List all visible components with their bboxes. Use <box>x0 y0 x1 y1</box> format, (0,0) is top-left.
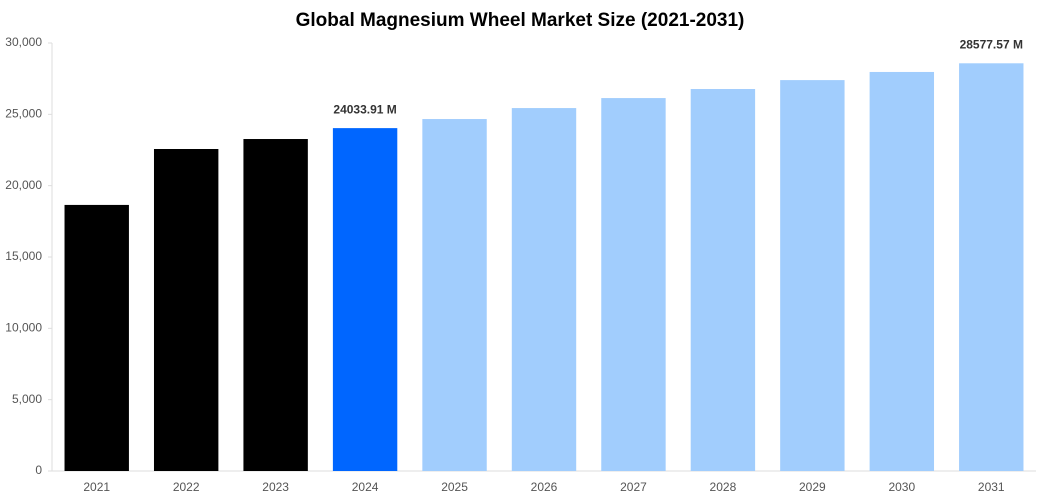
x-tick-label: 2025 <box>441 480 468 494</box>
x-tick-label: 2027 <box>620 480 647 494</box>
bar <box>780 80 845 472</box>
x-tick-label: 2026 <box>531 480 558 494</box>
x-tick-label: 2023 <box>262 480 289 494</box>
bar <box>511 108 577 471</box>
value-label: 28577.57 M <box>960 37 1023 51</box>
x-tick-label: 2031 <box>978 480 1005 494</box>
chart-title: Global Magnesium Wheel Market Size (2021… <box>296 10 745 31</box>
value-label: 24033.91 M <box>333 102 396 116</box>
y-tick-label: 15,000 <box>5 249 42 263</box>
y-tick-label: 20,000 <box>5 178 42 192</box>
x-tick-label: 2030 <box>888 480 915 494</box>
bar <box>601 98 666 471</box>
x-tick-label: 2029 <box>799 480 826 494</box>
bar <box>690 89 756 471</box>
bar <box>959 63 1024 471</box>
bar <box>64 204 129 471</box>
y-tick-label: 10,000 <box>5 321 42 335</box>
y-tick-label: 30,000 <box>5 35 42 49</box>
x-tick-label: 2021 <box>83 480 110 494</box>
x-tick-label: 2028 <box>710 480 737 494</box>
x-tick-label: 2024 <box>352 480 379 494</box>
bar <box>332 128 398 471</box>
y-tick-label: 25,000 <box>5 107 42 121</box>
bar <box>153 149 219 471</box>
bar <box>422 119 487 472</box>
bar <box>869 71 935 471</box>
bar <box>243 139 308 472</box>
x-tick-label: 2022 <box>173 480 200 494</box>
y-tick-label: 5,000 <box>12 392 42 406</box>
y-tick-label: 0 <box>35 463 42 477</box>
